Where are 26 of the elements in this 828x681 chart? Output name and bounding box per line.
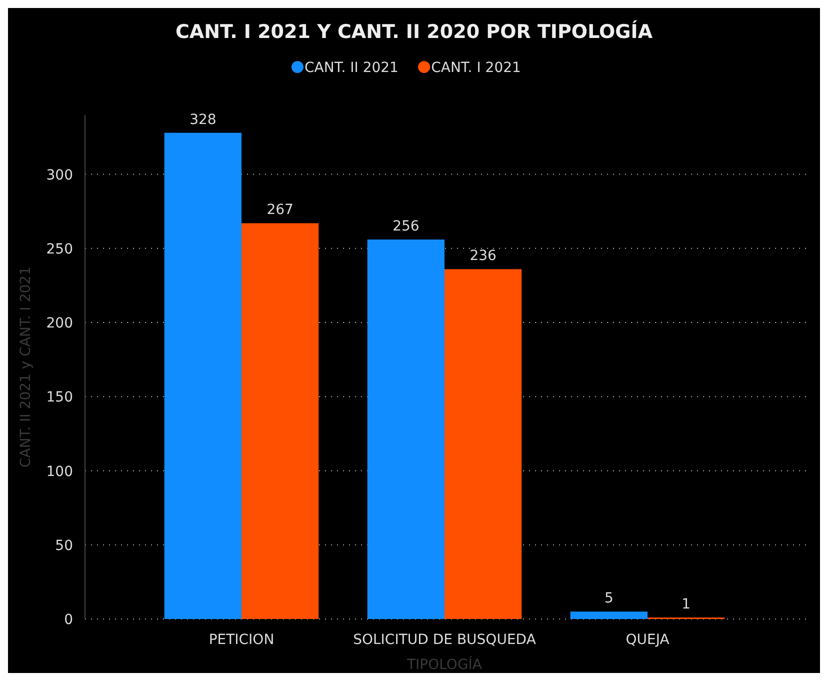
y-axis-title: CANT. II 2021 y CANT. I 2021 <box>18 266 34 468</box>
data-label: 267 <box>266 202 294 218</box>
y-tick-label: 50 <box>55 538 73 554</box>
data-label: 328 <box>190 112 216 128</box>
y-tick-label: 300 <box>46 167 73 184</box>
y-tick-label: 0 <box>64 612 73 628</box>
chart-title: CANT. I 2021 Y CANT. II 2020 POR TIPOLOGÍA <box>175 20 653 43</box>
x-tick-label: PETICION <box>208 632 274 648</box>
data-label: 5 <box>604 590 614 607</box>
bar <box>444 269 522 619</box>
legend-label: CANT. I 2021 <box>431 60 521 76</box>
legend-label: CANT. II 2021 <box>304 60 398 76</box>
y-tick-label: 100 <box>46 464 73 480</box>
bar <box>164 132 242 619</box>
bar <box>367 240 444 619</box>
y-tick-label: 250 <box>46 241 73 258</box>
data-label: 256 <box>392 218 420 235</box>
x-tick-label: SOLICITUD DE BUSQUEDA <box>353 632 536 648</box>
y-tick-label: 200 <box>46 316 73 332</box>
x-tick-label: QUEJA <box>626 632 670 648</box>
bar <box>242 223 319 619</box>
bar <box>570 612 648 619</box>
y-tick-label: 150 <box>46 390 73 406</box>
x-axis-title: TIPOLOGÍA <box>406 656 482 673</box>
data-label: 1 <box>682 596 691 613</box>
data-label: 236 <box>470 248 497 264</box>
